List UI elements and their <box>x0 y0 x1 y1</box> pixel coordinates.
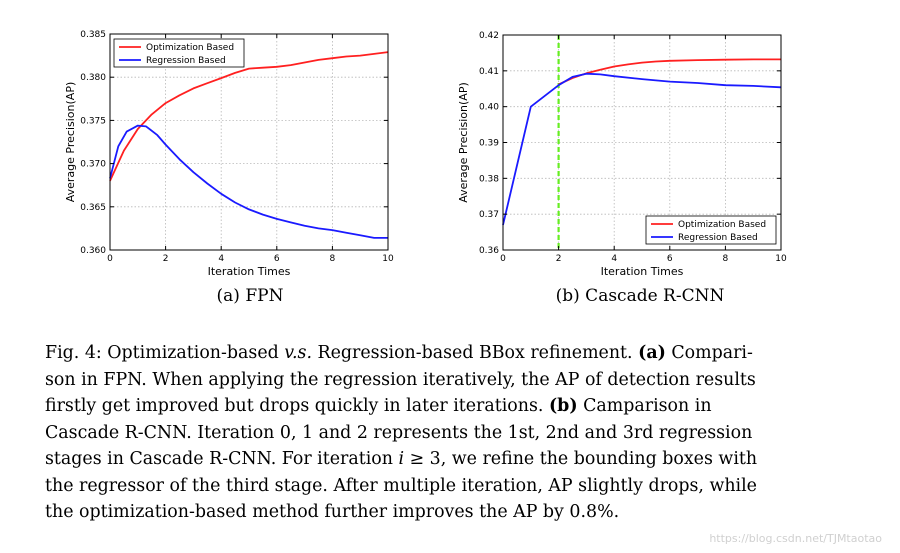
caption-text: Regression-based BBox refinement. <box>312 343 639 363</box>
y-tick-label: 0.39 <box>479 139 499 149</box>
caption-text: ≥ 3, we refine the bounding boxes with <box>404 449 758 469</box>
plot-frame <box>109 33 389 251</box>
caption-line: the regressor of the third stage. After … <box>45 475 757 496</box>
y-tick-label: 0.375 <box>80 116 106 126</box>
y-tick-label: 0.365 <box>80 203 106 213</box>
x-tick-label: 2 <box>556 254 562 264</box>
series-line-regression <box>502 72 782 226</box>
chart-cascade-rcnn: 0 2 4 6 8 10 0.36 0.37 0.38 0.39 0.40 0.41 0.42 Itera… <box>457 31 787 278</box>
legend-label-regression: Regression Based <box>146 56 226 66</box>
y-tick-label: 0.41 <box>479 67 499 77</box>
legend-label-regression: Regression Based <box>678 233 758 243</box>
x-tick-label: 4 <box>611 254 617 264</box>
caption-italic-vs: v.s. <box>284 343 313 363</box>
caption-bold-b: (b) <box>548 396 578 416</box>
x-tick-label: 6 <box>274 254 280 264</box>
y-tick-label: 0.385 <box>80 30 106 40</box>
y-tick-label: 0.360 <box>80 246 106 256</box>
caption-line: son in FPN. When applying the regression… <box>45 369 756 390</box>
y-tick-label: 0.37 <box>479 210 499 220</box>
caption-line: Cascade R-CNN. Iteration 0, 1 and 2 repr… <box>45 422 753 443</box>
caption-bold-a: (a) <box>638 343 666 363</box>
caption-line: firstly get improved but drops quickly i… <box>45 393 840 420</box>
x-tick-label: 6 <box>667 254 673 264</box>
legend-label-optimization: Optimization Based <box>146 43 234 53</box>
legend-box <box>113 38 245 68</box>
y-tick-label: 0.370 <box>80 160 106 170</box>
watermark: https://blog.csdn.net/TJMtaotao <box>709 532 882 545</box>
x-tick-label: 0 <box>107 254 113 264</box>
legend-box <box>645 215 777 245</box>
chart-fpn: 0 2 4 6 8 10 0.360 0.365 0.370 0.375 0.380 0.385 Ite… <box>64 30 394 278</box>
caption-text: Camparison in <box>577 396 712 416</box>
caption-text: stages in Cascade R-CNN. For iteration <box>45 449 399 469</box>
x-tick-label: 0 <box>500 254 506 264</box>
caption-italic-i: i <box>398 449 405 469</box>
x-axis-label: Iteration Times <box>601 265 684 278</box>
y-tick-label: 0.42 <box>479 31 499 41</box>
caption-line: the optimization-based method further im… <box>45 502 620 522</box>
series-line-optimization <box>109 51 389 182</box>
caption-text: Compari- <box>665 343 753 363</box>
subcaption-b: (b) Cascade R-CNN <box>555 286 725 306</box>
caption-line: stages in Cascade R-CNN. For iteration i… <box>45 446 840 473</box>
y-tick-label: 0.380 <box>80 73 106 83</box>
subcaption-a: (a) FPN <box>216 286 284 306</box>
legend-label-optimization: Optimization Based <box>678 220 766 230</box>
x-axis-label: Iteration Times <box>208 265 291 278</box>
y-axis-label: Average Precision(AP) <box>457 82 470 203</box>
y-axis-label: Average Precision(AP) <box>64 82 77 203</box>
x-tick-label: 2 <box>163 254 169 264</box>
x-tick-label: 10 <box>382 254 394 264</box>
x-tick-label: 8 <box>330 254 336 264</box>
figure-caption: Fig. 4: Optimization-based v.s. Regressi… <box>45 340 840 526</box>
y-tick-label: 0.38 <box>479 174 499 184</box>
caption-text: Fig. 4: Optimization-based <box>45 343 285 363</box>
caption-text: firstly get improved but drops quickly i… <box>45 396 549 416</box>
x-tick-label: 4 <box>218 254 224 264</box>
y-tick-label: 0.40 <box>479 103 499 113</box>
y-tick-label: 0.36 <box>479 246 499 256</box>
x-tick-label: 10 <box>775 254 787 264</box>
series-line-regression <box>109 124 388 239</box>
x-tick-label: 8 <box>723 254 729 264</box>
caption-line: Fig. 4: Optimization-based v.s. Regressi… <box>45 340 840 367</box>
